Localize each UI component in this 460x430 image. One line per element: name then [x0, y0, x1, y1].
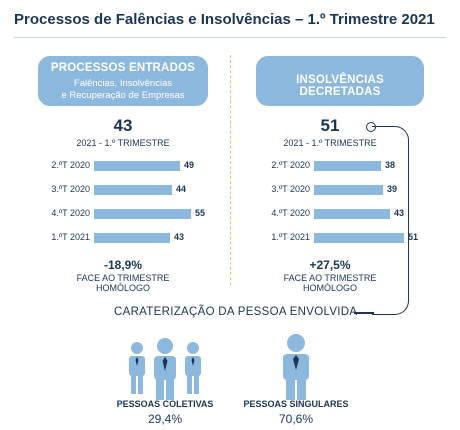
right-bar: [314, 161, 381, 171]
left-bar-chart: 2.ºT 2020 49 3.ºT 2020 44 4.ºT 2020 55 1.ºT 20…: [30, 160, 225, 256]
left-change-note-2: HOMÓLOGO: [95, 283, 150, 293]
right-bar: [314, 209, 390, 219]
left-change: -18,9%: [103, 258, 143, 272]
profile-section-rule: [354, 312, 374, 314]
left-header-subtitle-2: e Recuperação de Empresas: [61, 90, 185, 101]
left-bar-value: 43: [174, 232, 185, 242]
column-divider: [230, 55, 231, 285]
right-bar-value: 38: [385, 160, 396, 170]
right-bar-value: 43: [394, 208, 405, 218]
left-bar: [94, 209, 191, 219]
right-bar-label: 2.ºT 2020: [271, 160, 310, 170]
right-bar-chart: 2.ºT 2020 38 3.ºT 2020 39 4.ºT 2020 43 1.ºT 20…: [250, 160, 445, 256]
left-bar-label: 1.ºT 2021: [51, 232, 90, 242]
singular-percentage: 70,6%: [278, 412, 314, 426]
right-period: 2021 - 1.º TRIMESTRE: [283, 138, 377, 148]
right-bar-label: 4.ºT 2020: [271, 208, 310, 218]
connector-bracket: [372, 126, 409, 315]
right-bar-value: 51: [408, 232, 419, 242]
right-change: +27,5%: [309, 258, 351, 272]
right-header-title: INSOLVÊNCIAS DECRETADAS: [296, 74, 384, 98]
right-bar-label: 3.ºT 2020: [271, 184, 310, 194]
profile-section-title: CARATERIZAÇÃO DA PESSOA ENVOLVIDA: [114, 306, 358, 318]
single-person-icon: [283, 334, 309, 400]
right-header-pill: INSOLVÊNCIAS DECRETADAS: [256, 56, 424, 106]
right-bar-label: 1.ºT 2021: [271, 232, 310, 242]
right-change-note-1: FACE AO TRIMESTRE: [283, 273, 377, 283]
left-header-subtitle-1: Falências, Insolvências: [73, 78, 173, 89]
collective-percentage: 29,4%: [147, 412, 183, 426]
group-of-people-icon: [129, 338, 201, 400]
title-divider: [14, 37, 446, 38]
right-bar-value: 39: [387, 184, 398, 194]
right-change-note-2: HOMÓLOGO: [302, 283, 357, 293]
left-header-pill: PROCESSOS ENTRADOS Falências, Insolvênci…: [38, 56, 208, 106]
left-header-title: PROCESSOS ENTRADOS: [50, 62, 196, 74]
left-bar-label: 3.ºT 2020: [51, 184, 90, 194]
left-total: 43: [113, 116, 133, 135]
right-bar: [314, 185, 383, 195]
right-total: 51: [320, 116, 340, 135]
right-bar: [314, 233, 404, 243]
page-title: Processos de Falências e Insolvências – …: [14, 11, 435, 28]
left-bar-label: 4.ºT 2020: [51, 208, 90, 218]
left-change-note-1: FACE AO TRIMESTRE: [76, 273, 170, 283]
left-bar: [94, 185, 172, 195]
collective-label: PESSOAS COLETIVAS: [116, 399, 214, 409]
left-bar: [94, 233, 170, 243]
left-bar-value: 44: [176, 184, 187, 194]
left-period: 2021 - 1.º TRIMESTRE: [76, 138, 170, 148]
left-bar-value: 55: [195, 208, 206, 218]
left-bar-label: 2.ºT 2020: [51, 160, 90, 170]
left-bar-value: 49: [184, 160, 195, 170]
singular-label: PESSOAS SINGULARES: [243, 399, 349, 409]
left-bar: [94, 161, 180, 171]
